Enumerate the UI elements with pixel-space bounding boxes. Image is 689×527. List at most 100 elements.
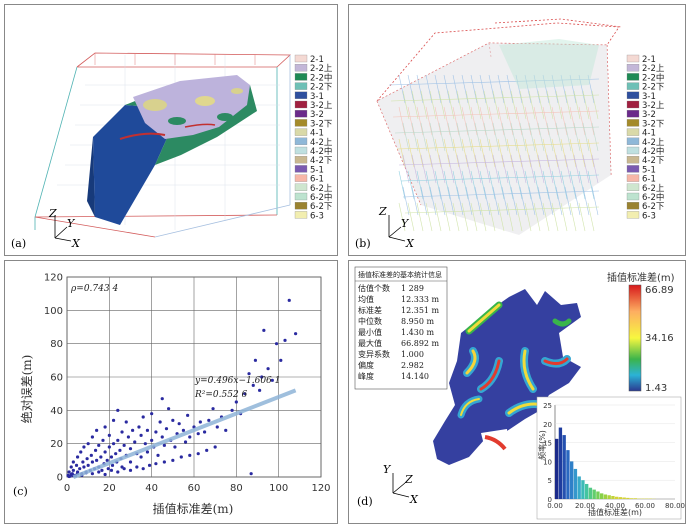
axis-x-label-b: X xyxy=(405,237,415,250)
scatter-point xyxy=(69,465,73,469)
legend-label: 5-1 xyxy=(642,165,656,175)
scatter-point xyxy=(156,453,160,457)
scatter-point xyxy=(196,452,200,456)
legend-swatch xyxy=(626,211,640,219)
axes-triad-b xyxy=(388,215,406,242)
scatter-point xyxy=(131,428,135,432)
scatter-point xyxy=(243,392,247,396)
y-tick-label: 80 xyxy=(50,339,63,350)
panel-label-d: (d) xyxy=(357,495,373,508)
legend-swatch xyxy=(626,119,640,127)
legend-label: 4-2中 xyxy=(310,146,332,157)
legend-swatch xyxy=(294,202,308,210)
scatter-point xyxy=(247,372,251,376)
legend-swatch xyxy=(294,119,308,127)
map-hotspot-south xyxy=(484,435,507,451)
x-tick-label: 100 xyxy=(269,483,288,494)
colorbar xyxy=(628,284,642,392)
scatter-point xyxy=(79,450,83,454)
stats-value: 12.333 m xyxy=(401,295,440,304)
histogram-inset: 频率(%) 插值标准差(m) 0 5 10 15 20 25 0.00 20.00 40.00 6… xyxy=(536,396,685,520)
stats-label: 峰度 xyxy=(358,371,374,381)
x-tick-label: 20 xyxy=(103,483,116,494)
scatter-point xyxy=(111,442,116,446)
stats-label: 估值个数 xyxy=(358,283,390,293)
scatter-point xyxy=(234,400,238,404)
hist-bar xyxy=(588,487,593,499)
scatter-point xyxy=(82,465,86,469)
panel-label-b: (b) xyxy=(355,237,371,250)
stats-value: 66.892 m xyxy=(401,339,440,348)
legend-swatch xyxy=(294,211,308,219)
hist-bar xyxy=(626,497,630,499)
x-axis-label: 插值标准差(m) xyxy=(153,501,234,516)
scatter-point xyxy=(171,418,175,422)
scatter-point xyxy=(262,328,266,332)
scatter-point xyxy=(287,298,291,302)
legend-swatch xyxy=(294,156,308,164)
legend-label: 3-2 xyxy=(642,110,656,120)
legend-label: 4-2下 xyxy=(310,156,333,166)
scatter-point xyxy=(143,442,147,446)
colorbar-mid: 34.16 xyxy=(645,333,674,344)
legend-label: 2-2上 xyxy=(310,64,333,74)
legend-label: 3-1 xyxy=(642,92,656,102)
scatter-point xyxy=(95,428,99,432)
scatter-point xyxy=(99,455,103,459)
stats-label: 偏度 xyxy=(358,360,374,370)
legend-swatch xyxy=(294,91,308,99)
scatter-point xyxy=(74,463,79,467)
legend-swatch xyxy=(294,183,308,191)
stats-label: 标准差 xyxy=(358,305,382,315)
legend-label: 3-2下 xyxy=(310,119,333,129)
scatter-point xyxy=(101,438,105,442)
scatter-point xyxy=(105,458,109,462)
legend-swatch xyxy=(294,73,308,81)
map-gap xyxy=(481,429,509,457)
hist-bar xyxy=(630,498,634,499)
axis-z-label-d: Z xyxy=(404,473,413,486)
fit-line xyxy=(72,388,297,480)
legend-label: 6-2中 xyxy=(642,192,664,203)
scatter-point xyxy=(258,388,262,392)
scatter-point xyxy=(103,425,107,429)
scatter-point xyxy=(173,445,177,449)
scatter-point xyxy=(114,452,118,456)
stats-label: 最小值 xyxy=(358,327,382,337)
hist-y-tick: 5 xyxy=(548,477,552,485)
hist-x-tick: 80.00 xyxy=(665,502,685,510)
map-hotspots xyxy=(457,301,572,419)
hist-y-tick: 25 xyxy=(543,402,552,410)
axis-y-label-d: Y xyxy=(383,463,392,476)
scatter-point xyxy=(164,427,169,431)
scatter-point xyxy=(188,435,192,439)
scatter-point xyxy=(126,435,130,439)
scatter-point xyxy=(122,467,126,471)
legend-label: 6-2下 xyxy=(310,202,333,212)
legend-swatch xyxy=(294,137,308,145)
legend-swatch xyxy=(626,91,640,99)
scatter-point xyxy=(145,428,150,432)
axis-z-label-a: Z xyxy=(48,207,57,220)
scatter-point xyxy=(186,413,190,417)
hist-bar xyxy=(581,480,585,499)
scatter-point xyxy=(283,338,287,342)
scatter-point xyxy=(179,455,183,459)
panel-a-3d-surface: Z Y X (a) 2-1 2-2上 2-2中 2-2下 3-1 3-2上 3-2 3-2下 4… xyxy=(4,4,338,256)
legend-label: 6-3 xyxy=(310,211,324,221)
hist-bar xyxy=(596,491,600,499)
hist-bar xyxy=(570,461,574,499)
legend-swatch xyxy=(626,137,640,145)
legend-swatch xyxy=(626,202,640,210)
scatter-point xyxy=(145,450,150,454)
scatter-point xyxy=(128,460,133,464)
scatter-point xyxy=(139,433,143,437)
legend-label: 4-2上 xyxy=(310,138,333,148)
legend-label: 2-2下 xyxy=(642,83,665,93)
scatter-point xyxy=(158,420,162,424)
hist-x-tick: 0.00 xyxy=(547,502,563,510)
stats-value: 8.950 m xyxy=(401,317,434,326)
scatter-point xyxy=(95,458,99,462)
scatter-point xyxy=(141,467,145,471)
legend-label: 3-2上 xyxy=(310,101,333,111)
